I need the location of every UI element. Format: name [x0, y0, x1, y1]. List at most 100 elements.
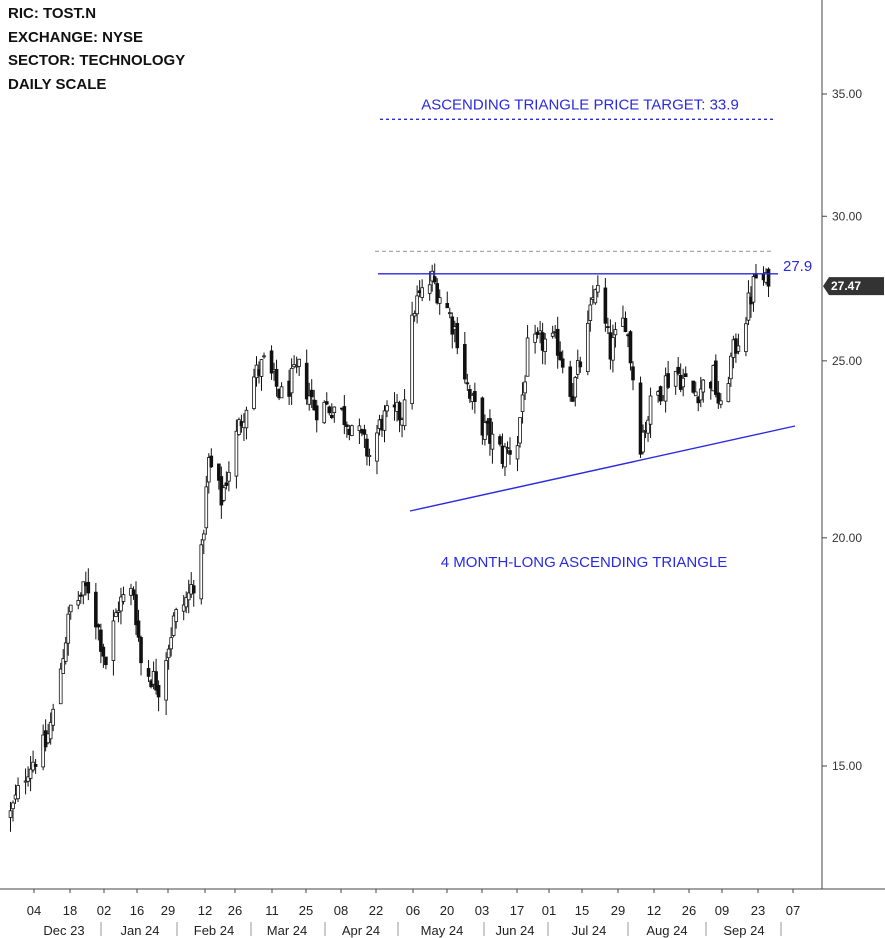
candle — [327, 405, 332, 416]
candle — [641, 424, 645, 455]
x-day-label: 17 — [510, 903, 524, 918]
y-tick-label: 15.00 — [832, 759, 862, 773]
candle — [508, 437, 512, 465]
x-month-label: Jun 24 — [495, 923, 534, 938]
candle — [191, 580, 196, 607]
x-day-label: 07 — [786, 903, 800, 918]
candle — [206, 453, 211, 494]
candle — [307, 382, 311, 411]
candle — [312, 389, 317, 411]
candle — [603, 278, 608, 332]
candle — [41, 724, 45, 771]
candle — [332, 406, 337, 423]
candle — [237, 417, 241, 436]
candle — [86, 568, 91, 601]
candle — [538, 320, 542, 344]
candle — [558, 341, 562, 361]
resistance-label: 27.9 — [783, 258, 812, 275]
candle — [420, 279, 424, 302]
candle — [683, 366, 688, 378]
x-day-label: 03 — [475, 903, 489, 918]
candle — [463, 332, 467, 384]
scale-label: DAILY SCALE — [8, 75, 107, 93]
candle — [375, 424, 379, 475]
candle — [430, 264, 434, 292]
x-day-label: 29 — [161, 903, 175, 918]
x-day-label: 15 — [575, 903, 589, 918]
candle — [304, 349, 309, 405]
candle — [729, 352, 733, 387]
pattern-label: 4 MONTH-LONG ASCENDING TRIANGLE — [441, 554, 727, 571]
x-day-label: 11 — [265, 903, 279, 918]
candle — [543, 332, 547, 365]
x-day-label: 22 — [369, 903, 383, 918]
candle — [473, 382, 477, 414]
overlays: ASCENDING TRIANGLE PRICE TARGET: 33.9 27.… — [375, 96, 812, 571]
candle — [309, 379, 314, 408]
candle — [518, 417, 522, 448]
x-day-label: 18 — [63, 903, 77, 918]
candle — [156, 680, 161, 712]
candle — [244, 406, 249, 440]
candle — [568, 360, 573, 402]
x-day-label: 26 — [682, 903, 696, 918]
candle — [342, 395, 347, 435]
candle — [402, 389, 407, 431]
candle — [31, 750, 35, 773]
y-tick-label: 25.00 — [832, 354, 862, 368]
candle — [78, 592, 83, 604]
candle — [329, 403, 334, 420]
candle — [66, 606, 71, 656]
candle — [345, 421, 349, 438]
candle — [613, 322, 618, 348]
candle — [505, 441, 510, 454]
x-month-label: Aug 24 — [646, 923, 687, 938]
candle — [227, 461, 231, 492]
candle — [555, 316, 560, 369]
x-month-label: Feb 24 — [194, 923, 234, 938]
y-tick-label: 30.00 — [832, 209, 862, 223]
candle — [279, 382, 284, 399]
candle — [139, 635, 143, 676]
candle — [119, 587, 123, 625]
candle — [586, 310, 590, 376]
candle — [269, 345, 274, 380]
candle — [68, 604, 73, 620]
candle — [447, 307, 452, 319]
candle — [468, 384, 472, 403]
candle — [199, 539, 204, 605]
candle — [525, 325, 530, 377]
y-axis: 15.00 20.00 25.00 30.00 35.00 27.47 — [821, 0, 884, 889]
candle — [716, 381, 721, 409]
candle — [201, 529, 206, 554]
x-day-label: 06 — [406, 903, 420, 918]
candle — [189, 572, 194, 598]
candle — [573, 375, 578, 407]
candle — [698, 376, 703, 408]
candle — [94, 582, 98, 640]
candle — [754, 263, 758, 279]
candle — [701, 379, 706, 403]
candle — [99, 623, 103, 664]
candle — [691, 380, 696, 394]
candle — [131, 586, 136, 600]
candle — [714, 354, 718, 398]
candle — [154, 658, 158, 695]
candle — [174, 607, 178, 629]
candle — [658, 385, 663, 406]
candle — [736, 333, 741, 355]
candle — [719, 393, 723, 409]
candle — [63, 636, 68, 665]
candle — [648, 387, 653, 439]
x-day-label: 12 — [198, 903, 212, 918]
candle — [171, 612, 176, 638]
x-day-label: 23 — [751, 903, 765, 918]
candle — [262, 352, 266, 359]
candle — [224, 471, 229, 490]
candle — [483, 414, 487, 446]
candle — [252, 368, 256, 411]
x-month-label: Apr 24 — [342, 923, 380, 938]
candle — [382, 405, 387, 443]
candle — [437, 289, 442, 315]
candle — [274, 359, 279, 397]
